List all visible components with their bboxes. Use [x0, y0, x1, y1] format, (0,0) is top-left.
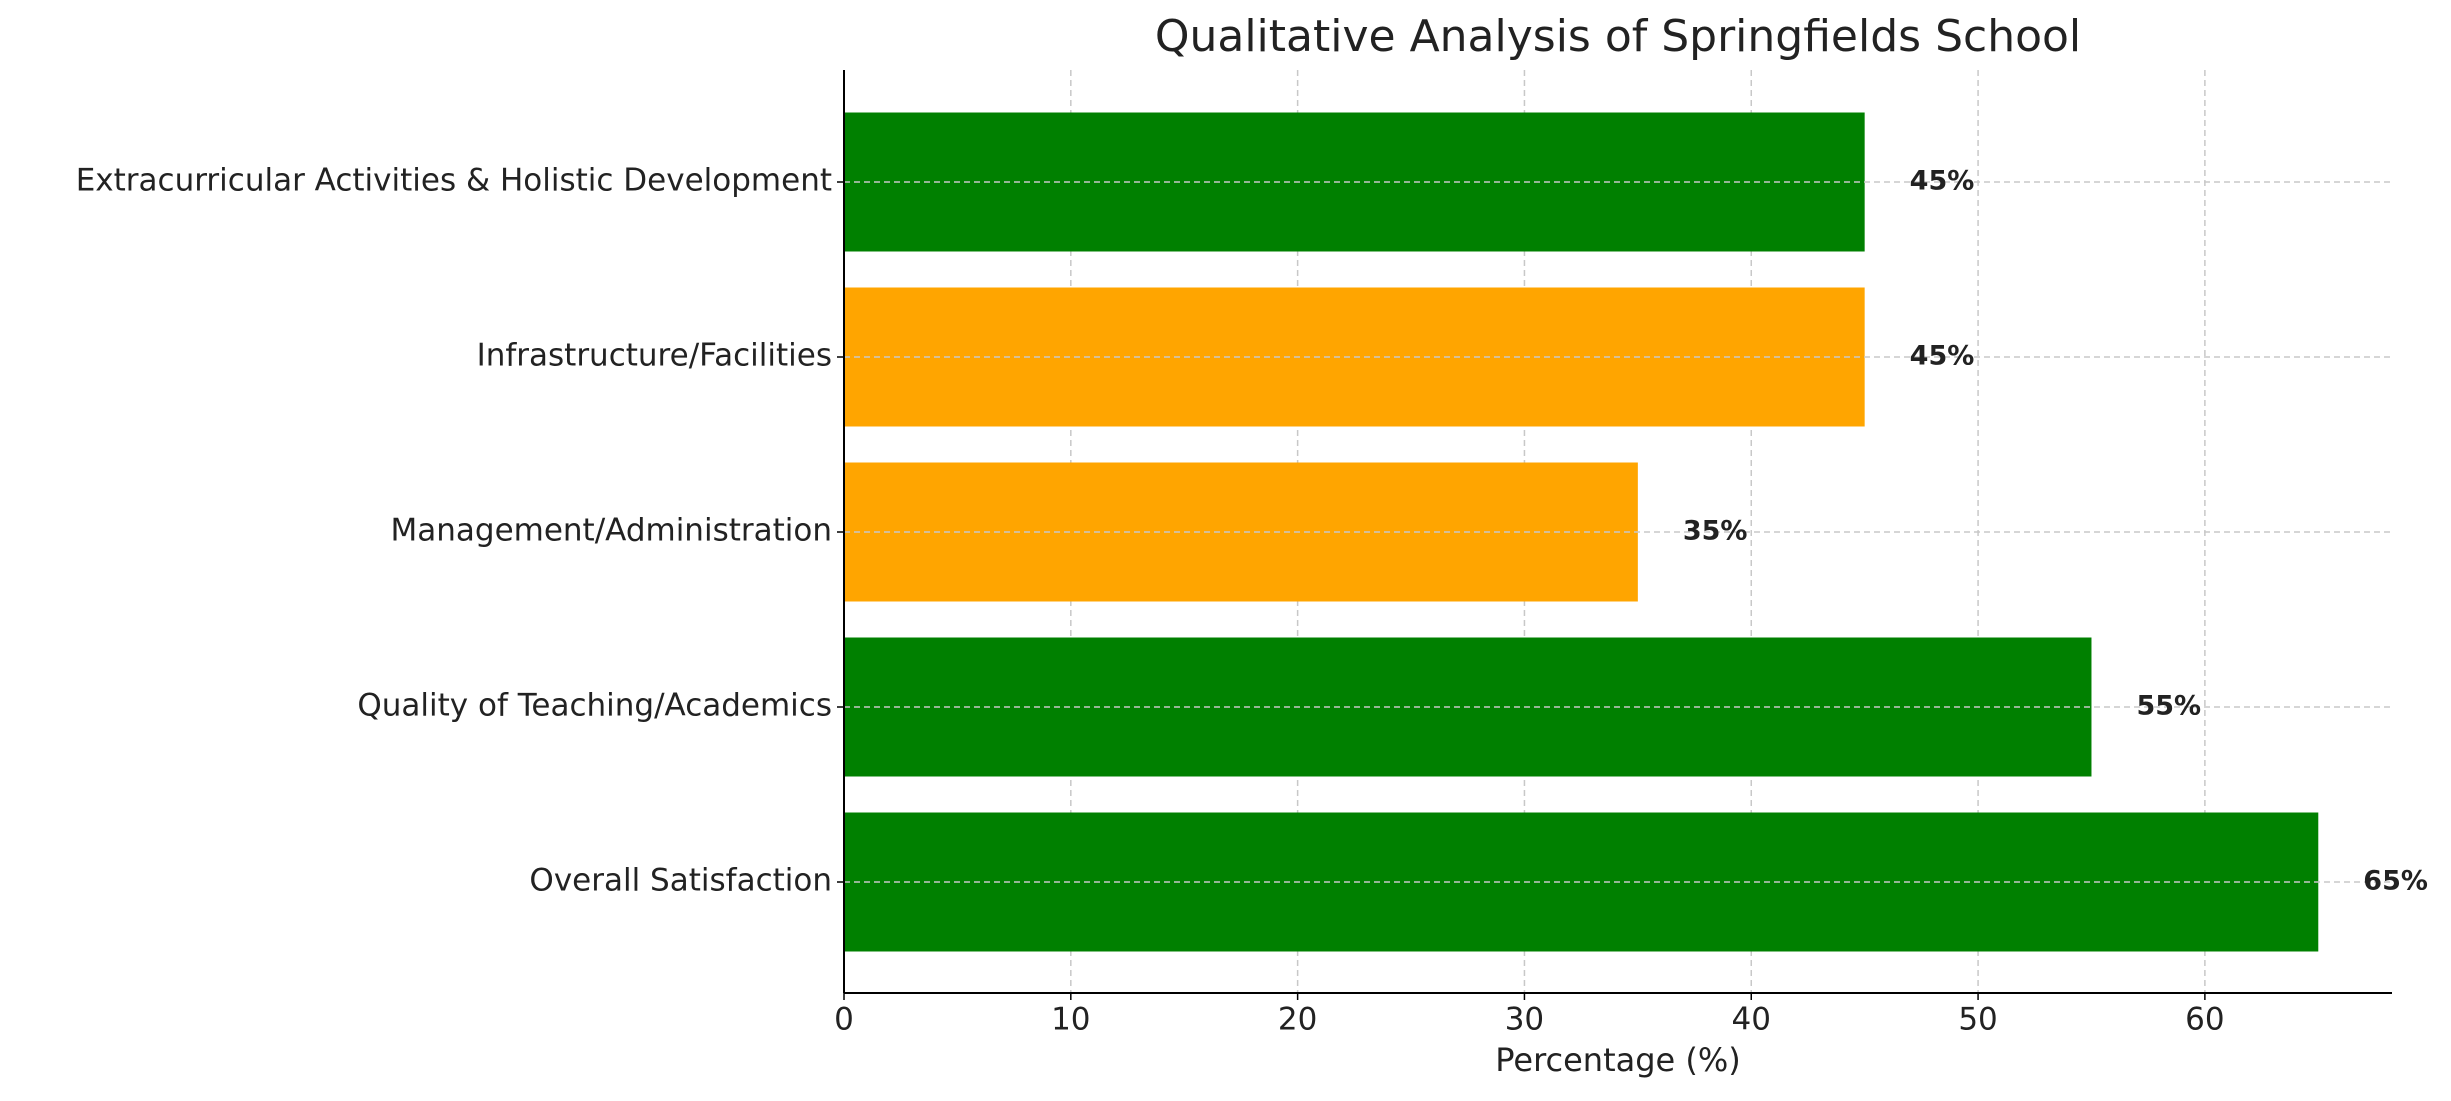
y-tick-label: Infrastructure/Facilities — [477, 338, 832, 374]
value-label: 35% — [1683, 516, 1748, 547]
x-tick-label: 60 — [2185, 1002, 2224, 1038]
chart-title: Qualitative Analysis of Springfields Sch… — [1155, 11, 2081, 62]
x-tick-label: 50 — [1958, 1002, 1997, 1038]
value-label: 65% — [2363, 866, 2428, 897]
x-tick-label: 30 — [1505, 1002, 1544, 1038]
value-label: 45% — [1910, 341, 1975, 372]
x-tick-label: 20 — [1278, 1002, 1317, 1038]
y-tick-label: Management/Administration — [391, 513, 833, 549]
value-label: 45% — [1910, 166, 1975, 197]
x-tick-label: 40 — [1732, 1002, 1771, 1038]
y-tick-label: Overall Satisfaction — [529, 863, 832, 899]
x-tick-label: 10 — [1051, 1002, 1090, 1038]
y-tick-label: Quality of Teaching/Academics — [357, 688, 832, 724]
value-label: 55% — [2136, 691, 2201, 722]
y-tick-label: Extracurricular Activities & Holistic De… — [76, 163, 832, 199]
x-tick-label: 0 — [834, 1002, 854, 1038]
x-axis-label: Percentage (%) — [1495, 1041, 1741, 1079]
